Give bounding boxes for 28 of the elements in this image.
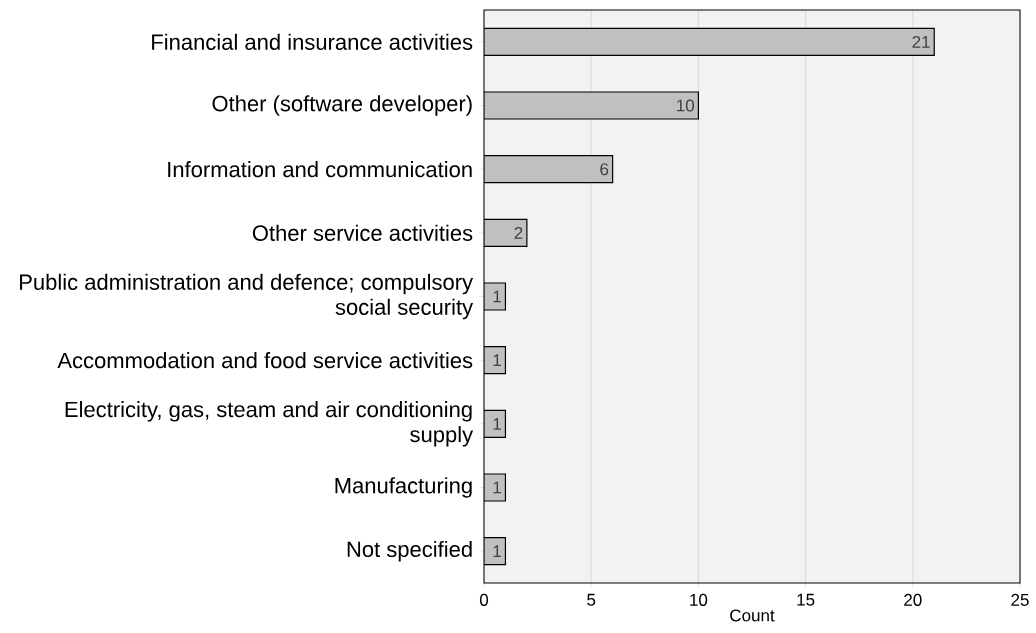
- data-label: 1: [493, 354, 501, 367]
- y-tick-label: Manufacturing: [335, 477, 472, 498]
- data-label: 2: [514, 226, 523, 239]
- data-label: 21: [912, 35, 930, 48]
- y-tick-label: Public administration and defence; compulsory social security: [20, 273, 474, 320]
- x-axis-title: Count: [730, 609, 775, 622]
- bar: [484, 27, 935, 56]
- data-label: 1: [493, 545, 501, 558]
- x-tick-label: 10: [690, 593, 708, 606]
- y-tick-label: Other (software developer): [212, 95, 472, 116]
- x-tick-label: 25: [1011, 593, 1029, 606]
- y-tick-label: Accommodation and food service activities: [57, 352, 473, 369]
- data-label: 1: [493, 290, 501, 303]
- x-tick-label: 15: [797, 593, 815, 606]
- y-tick-label: Electricity, gas, steam and air conditioning supply: [65, 401, 474, 447]
- x-tick-label: 5: [587, 593, 596, 606]
- data-label: 10: [677, 99, 695, 112]
- bar: [484, 91, 699, 120]
- bar: [484, 155, 614, 184]
- data-label: 1: [493, 417, 501, 430]
- y-tick-label: Information and communication: [168, 161, 472, 178]
- x-tick-label: 0: [479, 593, 489, 606]
- data-label: 1: [493, 481, 501, 494]
- y-tick-label: Not specified: [347, 540, 472, 562]
- x-tick-label: 20: [904, 593, 922, 606]
- data-label: 6: [600, 163, 609, 176]
- y-tick-label: Other service activities: [252, 224, 473, 241]
- y-tick-label: Financial and insurance activities: [152, 33, 473, 50]
